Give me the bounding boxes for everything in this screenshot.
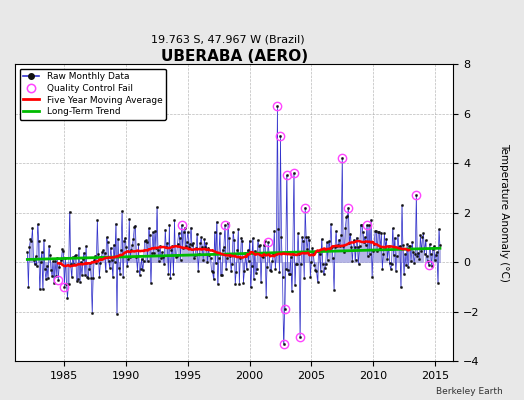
Text: Berkeley Earth: Berkeley Earth [436,387,503,396]
Y-axis label: Temperature Anomaly (°C): Temperature Anomaly (°C) [499,143,509,282]
Text: 19.763 S, 47.967 W (Brazil): 19.763 S, 47.967 W (Brazil) [151,34,305,44]
Legend: Raw Monthly Data, Quality Control Fail, Five Year Moving Average, Long-Term Tren: Raw Monthly Data, Quality Control Fail, … [19,68,166,120]
Title: UBERABA (AERO): UBERABA (AERO) [160,49,308,64]
